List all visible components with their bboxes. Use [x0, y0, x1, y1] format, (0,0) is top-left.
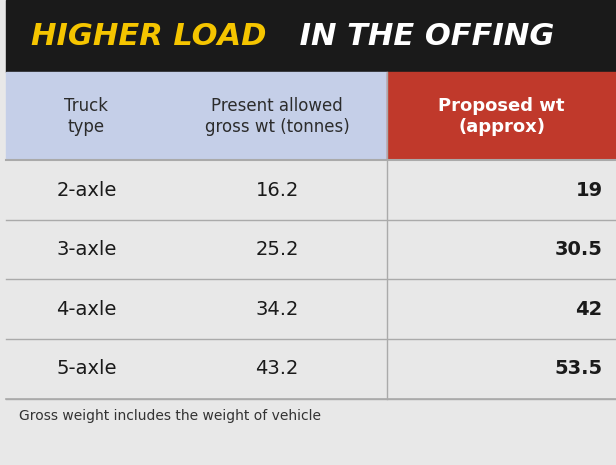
Bar [6, 0, 616, 72]
Bar [6, 72, 387, 160]
Bar [6, 399, 616, 433]
Text: Gross weight includes the weight of vehicle: Gross weight includes the weight of vehi… [19, 409, 321, 423]
Text: 25.2: 25.2 [256, 240, 299, 259]
Bar [6, 160, 616, 220]
Text: 5-axle: 5-axle [56, 359, 116, 378]
Text: 4-axle: 4-axle [56, 300, 116, 319]
Bar [6, 339, 616, 399]
Bar [6, 279, 616, 339]
Text: 42: 42 [575, 300, 602, 319]
Text: 16.2: 16.2 [256, 181, 299, 199]
Text: Proposed wt
(approx): Proposed wt (approx) [439, 97, 565, 136]
Text: 34.2: 34.2 [256, 300, 299, 319]
Text: 19: 19 [575, 181, 602, 199]
Text: 53.5: 53.5 [554, 359, 602, 378]
Text: Truck
type: Truck type [65, 97, 108, 136]
Text: 2-axle: 2-axle [56, 181, 116, 199]
Text: 43.2: 43.2 [256, 359, 299, 378]
Text: IN THE OFFING: IN THE OFFING [289, 21, 554, 51]
Bar [6, 220, 616, 279]
Text: Present allowed
gross wt (tonnes): Present allowed gross wt (tonnes) [205, 97, 350, 136]
Text: 3-axle: 3-axle [56, 240, 116, 259]
Text: HIGHER LOAD: HIGHER LOAD [31, 21, 267, 51]
Bar [387, 72, 616, 160]
Text: 30.5: 30.5 [554, 240, 602, 259]
